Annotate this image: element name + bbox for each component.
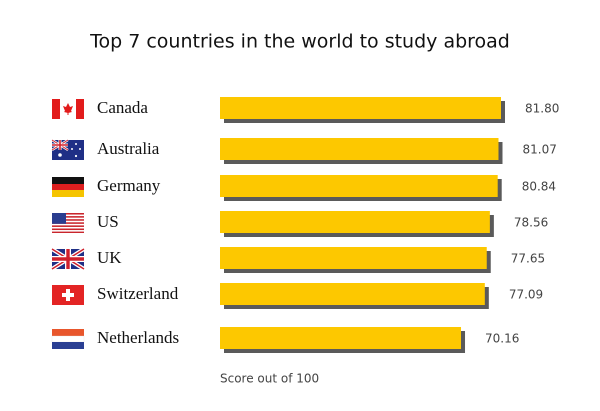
flag-netherlands (51, 329, 85, 349)
value-label: 77.09 (509, 288, 543, 302)
flags (50, 99, 86, 349)
bar (220, 97, 501, 119)
bar (220, 138, 499, 160)
flag-australia (51, 138, 84, 160)
flag-uk (50, 247, 86, 271)
bar (220, 283, 485, 305)
category-label: Canada (97, 98, 148, 117)
flag-switzerland (52, 285, 84, 305)
value-label: 81.80 (525, 102, 559, 116)
category-label: Netherlands (97, 328, 179, 347)
flag-canada (52, 99, 84, 119)
chart-title: Top 7 countries in the world to study ab… (89, 31, 510, 53)
value-label: 77.65 (511, 252, 545, 266)
x-axis-label: Score out of 100 (220, 372, 319, 386)
bar (220, 211, 490, 233)
bar (220, 175, 498, 197)
bar (220, 247, 487, 269)
category-label: Germany (97, 176, 161, 195)
flag-us (52, 213, 84, 233)
value-label: 70.16 (485, 332, 519, 346)
category-label: Switzerland (97, 284, 179, 303)
flag-germany (52, 177, 84, 197)
value-label: 78.56 (514, 216, 548, 230)
category-label: UK (97, 248, 122, 267)
bar (220, 327, 462, 349)
value-label: 81.07 (522, 143, 556, 157)
category-label: Australia (97, 139, 160, 158)
value-label: 80.84 (522, 180, 556, 194)
category-label: US (97, 212, 119, 231)
